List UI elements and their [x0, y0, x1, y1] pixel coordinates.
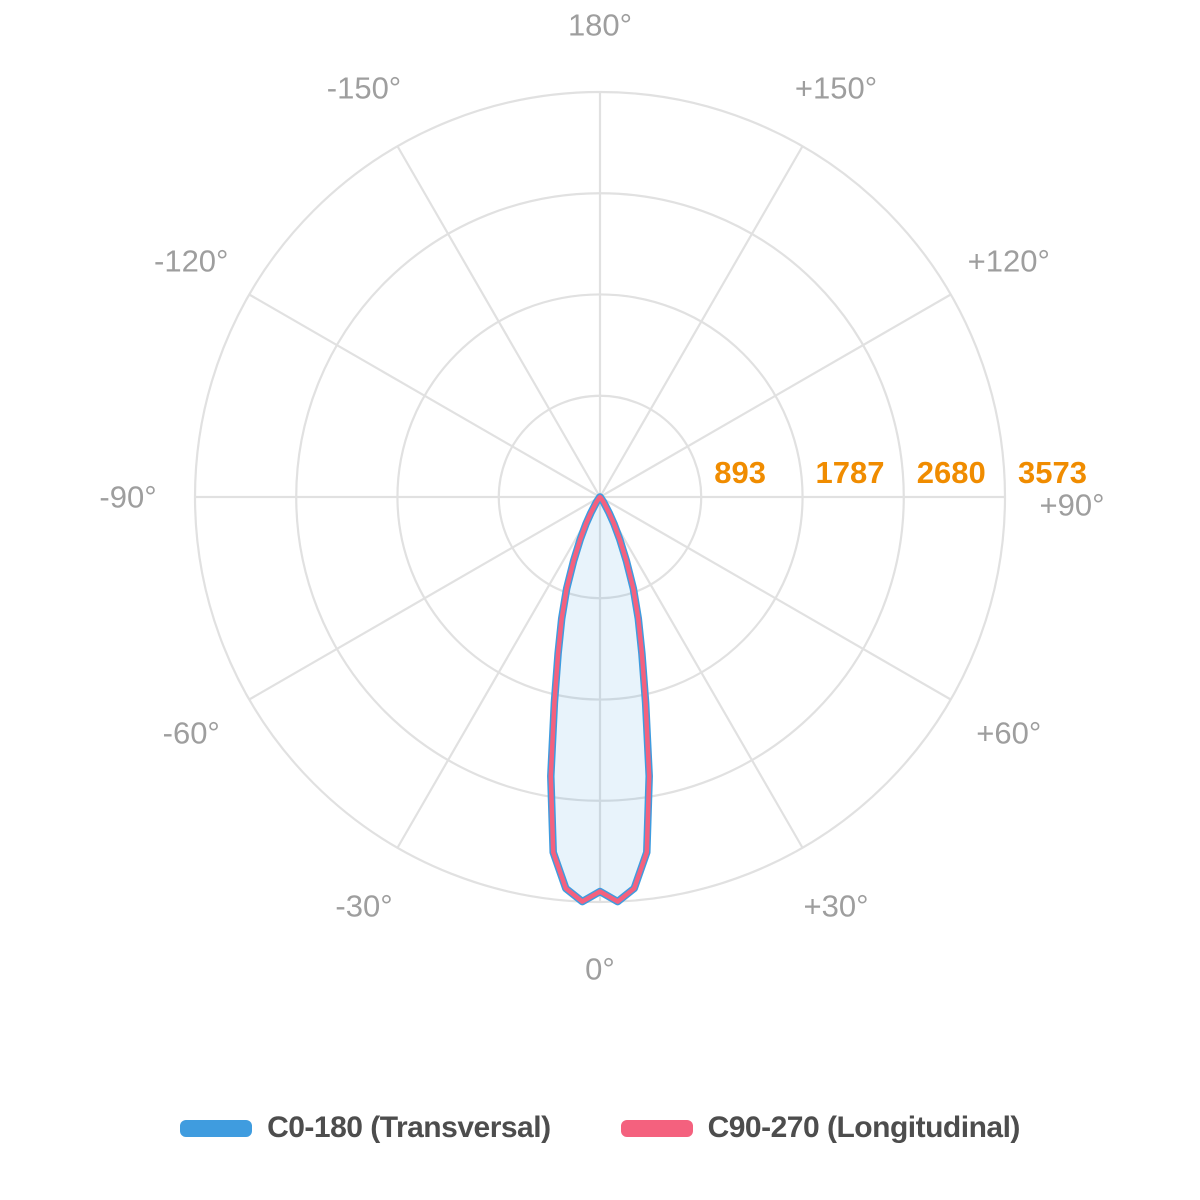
angle-tick-label: +90° — [1040, 488, 1105, 523]
polar-grid-spoke — [599, 496, 804, 849]
angle-tick-label: +30° — [804, 888, 869, 923]
legend-item-c0-180[interactable]: C0-180 (Transversal) — [180, 1111, 551, 1145]
polar-chart-area: 180° -150° +150° -120° +120° -90° +90° -60° +60°… — [99, 8, 1105, 987]
candela-tick-label: 2680 — [917, 455, 986, 490]
chart-legend: C0-180 (Transversal) C90-270 (Longitudin… — [0, 1098, 1200, 1158]
angle-tick-label: +120° — [968, 244, 1050, 279]
beam-curve-c90-270 — [548, 494, 652, 904]
legend-label-c90-270: C90-270 (Longitudinal) — [707, 1111, 1021, 1144]
angle-tick-label: +60° — [976, 716, 1041, 751]
angle-tick-label: -60° — [163, 716, 220, 751]
legend-label-c0-180: C0-180 (Transversal) — [267, 1111, 551, 1144]
polar-grid-spoke — [248, 496, 601, 701]
polar-grid-spoke — [599, 496, 952, 701]
angle-tick-label: 0° — [585, 952, 615, 987]
polar-grid-spoke — [599, 145, 804, 498]
angle-tick-label: -90° — [99, 480, 156, 515]
angle-tick-label: -120° — [154, 244, 228, 279]
angle-tick-label: -30° — [335, 888, 392, 923]
angle-tick-label: -150° — [327, 71, 401, 106]
polar-grid-spoke — [396, 145, 601, 498]
polar-grid-spoke — [599, 293, 952, 498]
angle-tick-label: 180° — [568, 8, 632, 43]
angle-tick-label: +150° — [795, 71, 877, 106]
polar-grid-spoke — [396, 496, 601, 849]
legend-swatch-c0-180-icon — [180, 1119, 253, 1137]
photometric-polar-chart: 180° -150° +150° -120° +120° -90° +90° -60° +60°… — [99, 8, 1105, 987]
polar-grid-spoke — [248, 293, 601, 498]
candela-tick-label: 3573 — [1018, 455, 1087, 490]
candela-tick-label: 893 — [714, 455, 766, 490]
legend-swatch-c90-270-icon — [620, 1119, 693, 1137]
candela-tick-label: 1787 — [816, 455, 885, 490]
legend-item-c90-270[interactable]: C90-270 (Longitudinal) — [620, 1111, 1021, 1145]
